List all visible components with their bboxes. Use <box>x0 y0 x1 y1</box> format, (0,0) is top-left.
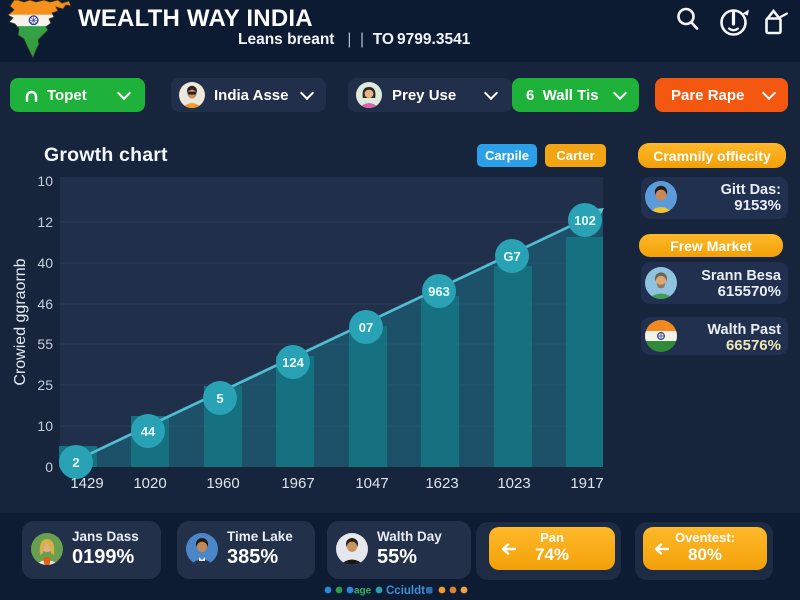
svg-text:44: 44 <box>141 424 156 439</box>
svg-text:1047: 1047 <box>355 475 388 492</box>
svg-text:07: 07 <box>359 320 373 335</box>
svg-text:1429: 1429 <box>70 475 103 492</box>
svg-text:55: 55 <box>37 336 53 352</box>
svg-text:G7: G7 <box>503 249 520 264</box>
svg-text:2: 2 <box>72 455 79 470</box>
svg-text:5: 5 <box>216 391 223 406</box>
svg-text:1960: 1960 <box>206 475 239 492</box>
svg-text:1917: 1917 <box>570 475 603 492</box>
svg-text:Cciuldt: Cciuldt <box>386 585 425 597</box>
svg-text:46: 46 <box>37 296 53 312</box>
svg-text:10: 10 <box>37 173 53 189</box>
svg-text:age: age <box>354 586 372 597</box>
svg-text:1023: 1023 <box>497 475 530 492</box>
svg-text:1623: 1623 <box>425 475 458 492</box>
svg-text:124: 124 <box>282 355 304 370</box>
svg-text:1020: 1020 <box>133 475 166 492</box>
svg-text:1967: 1967 <box>281 475 314 492</box>
svg-text:10: 10 <box>37 418 53 434</box>
svg-text:12: 12 <box>37 214 53 230</box>
svg-text:963: 963 <box>428 284 450 299</box>
svg-text:Crowied ggraornb: Crowied ggraornb <box>12 258 29 385</box>
svg-text:40: 40 <box>37 255 53 271</box>
svg-text:25: 25 <box>37 377 53 393</box>
svg-text:0: 0 <box>45 459 53 475</box>
svg-text:102: 102 <box>574 213 596 228</box>
